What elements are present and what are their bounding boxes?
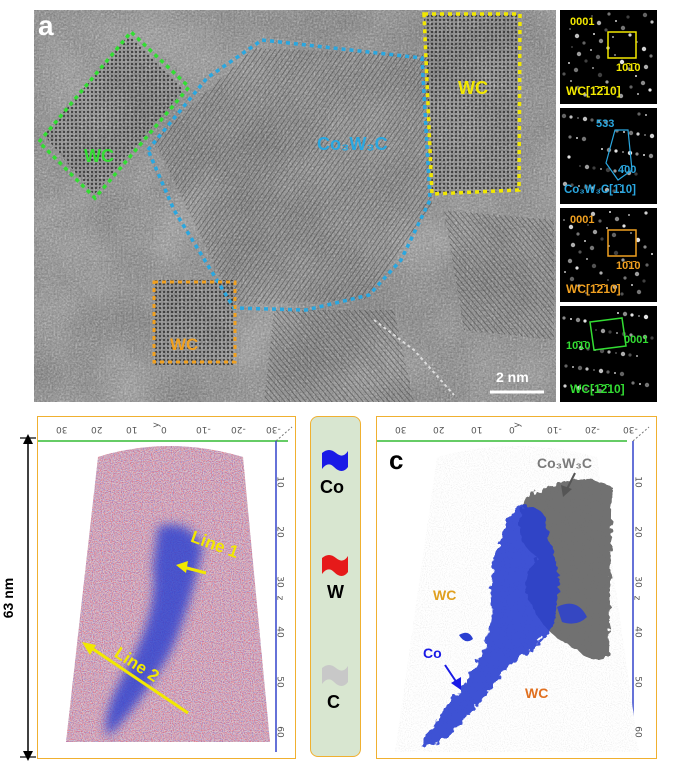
axis-tick-label: 10: [632, 476, 643, 488]
axis-tick-label: 0: [161, 424, 167, 434]
wc-grain-outline-green: [36, 29, 192, 201]
axis-tick-label: 30: [632, 576, 643, 588]
fft-side-label: 4̄00: [618, 164, 637, 176]
axis-tick-label: 10: [126, 424, 138, 434]
axis-tick-label: -30: [623, 424, 638, 434]
fft-side-label: 10̄1̄0: [616, 62, 641, 74]
apt-reconstruction-panel-c: c Co₃W₃C WC WC Co 30 20 10 0 -10 -20 -30 10 20 3…: [376, 416, 657, 759]
co-arrow: [444, 664, 458, 684]
panel-b-letter: b: [48, 447, 64, 477]
co-isosurface: [422, 505, 559, 747]
axis-tick-label: 20: [433, 424, 445, 434]
axis-tick-label: 40: [274, 626, 285, 638]
fft-zone-label: WC[1̄2̄10]: [570, 382, 625, 396]
axis-tick-label: 20: [274, 526, 285, 538]
fft-top-label: 0001: [624, 334, 649, 346]
axis-tick-label: -20: [585, 424, 600, 434]
axis-tick-label: 60: [274, 726, 285, 738]
fft-top-label: 0001: [570, 16, 595, 28]
fft-inset: 0001 10̄1̄0 WC[1̄2̄10]: [560, 306, 657, 402]
panel-c-y-axis-letter: y: [512, 422, 523, 428]
co3w3c-grain-outline: [145, 38, 432, 312]
apt-reconstruction-panel-b: b Line 1 Line 2 30 20 10 0 -10 -20 -30 10 20 30 4…: [37, 416, 296, 759]
fft-zone-label: Co₃W₃C[1̄10]: [564, 184, 636, 196]
legend-label: Co: [320, 477, 344, 497]
fft-zone-label: WC[1̄2̄10]: [566, 84, 621, 98]
axis-tick-label: 30: [56, 424, 68, 434]
fft-top-label: 0001: [570, 214, 595, 226]
height-label: 63 nm: [0, 577, 17, 619]
wc-grain-outline-orange: [152, 280, 237, 364]
co3w3c-label-c: Co₃W₃C: [537, 455, 592, 471]
axis-tick-label: 40: [632, 626, 643, 638]
axis-tick-label: 10: [274, 476, 285, 488]
axis-tick-label: 60: [632, 726, 643, 738]
panel-b-y-axis-letter: y: [151, 422, 162, 428]
panel-a-letter: a: [38, 10, 54, 41]
axis-tick-label: 30: [274, 576, 285, 588]
wc-label-right: WC: [525, 685, 549, 701]
panel-c-letter: c: [389, 445, 404, 475]
axis-tick-label: 50: [274, 676, 285, 688]
line-2-arrow: [89, 645, 189, 715]
hrtem-image: [34, 10, 556, 402]
wc-label-yellow: WC: [458, 78, 488, 98]
axis-tick-label: -10: [196, 424, 211, 434]
wc-grain-outline-yellow: [422, 12, 522, 196]
scale-bar-label: 2 nm: [496, 369, 529, 385]
axis-tick-label: -30: [266, 424, 281, 434]
co-label-c: Co: [423, 645, 442, 661]
axis-tick-label: 10: [471, 424, 483, 434]
legend-swatch: [320, 662, 350, 688]
axis-tick-label: 20: [91, 424, 103, 434]
fft-inset: 0001 10̄1̄0 WC[1̄2̄10]: [560, 208, 657, 302]
axis-tick-label: 20: [632, 526, 643, 538]
wc-label-orange: WC: [170, 335, 199, 354]
legend-label: W: [327, 582, 344, 602]
co3w3c-arrow: [566, 472, 576, 490]
axis-tick-label: -20: [231, 424, 246, 434]
fft-side-label: 10̄1̄0: [616, 260, 641, 272]
element-legend: Co W C: [310, 416, 361, 757]
fft-zone-label: WC[1̄2̄10]: [566, 282, 621, 296]
hrtem-image-panel: a WC Co₃W₃C WC WC 2 nm: [34, 10, 556, 402]
panel-b-z-axis-letter: z: [275, 595, 286, 601]
co3w3c-label: Co₃W₃C: [317, 134, 388, 154]
grain-outlines: [36, 12, 544, 396]
legend-swatch: [320, 552, 350, 578]
axis-tick-label: 30: [395, 424, 407, 434]
fft-inset: 0001 10̄1̄0 WC[1̄2̄10]: [560, 10, 657, 104]
axis-tick-label: 50: [632, 676, 643, 688]
fft-side-label: 10̄1̄0: [566, 340, 591, 352]
panel-c-z-axis-letter: z: [632, 595, 643, 601]
grain-boundary-dotted: [373, 319, 455, 396]
fft-top-label: 533: [596, 118, 615, 130]
legend-label: C: [327, 692, 340, 712]
wc-label-green: WC: [84, 146, 114, 166]
height-indicator: 63 nm: [0, 430, 36, 765]
axis-tick-label: -10: [547, 424, 562, 434]
fft-inset: 533 4̄00 Co₃W₃C[1̄10]: [560, 108, 657, 204]
legend-swatch: [320, 447, 350, 473]
wc-label-left: WC: [433, 587, 457, 603]
